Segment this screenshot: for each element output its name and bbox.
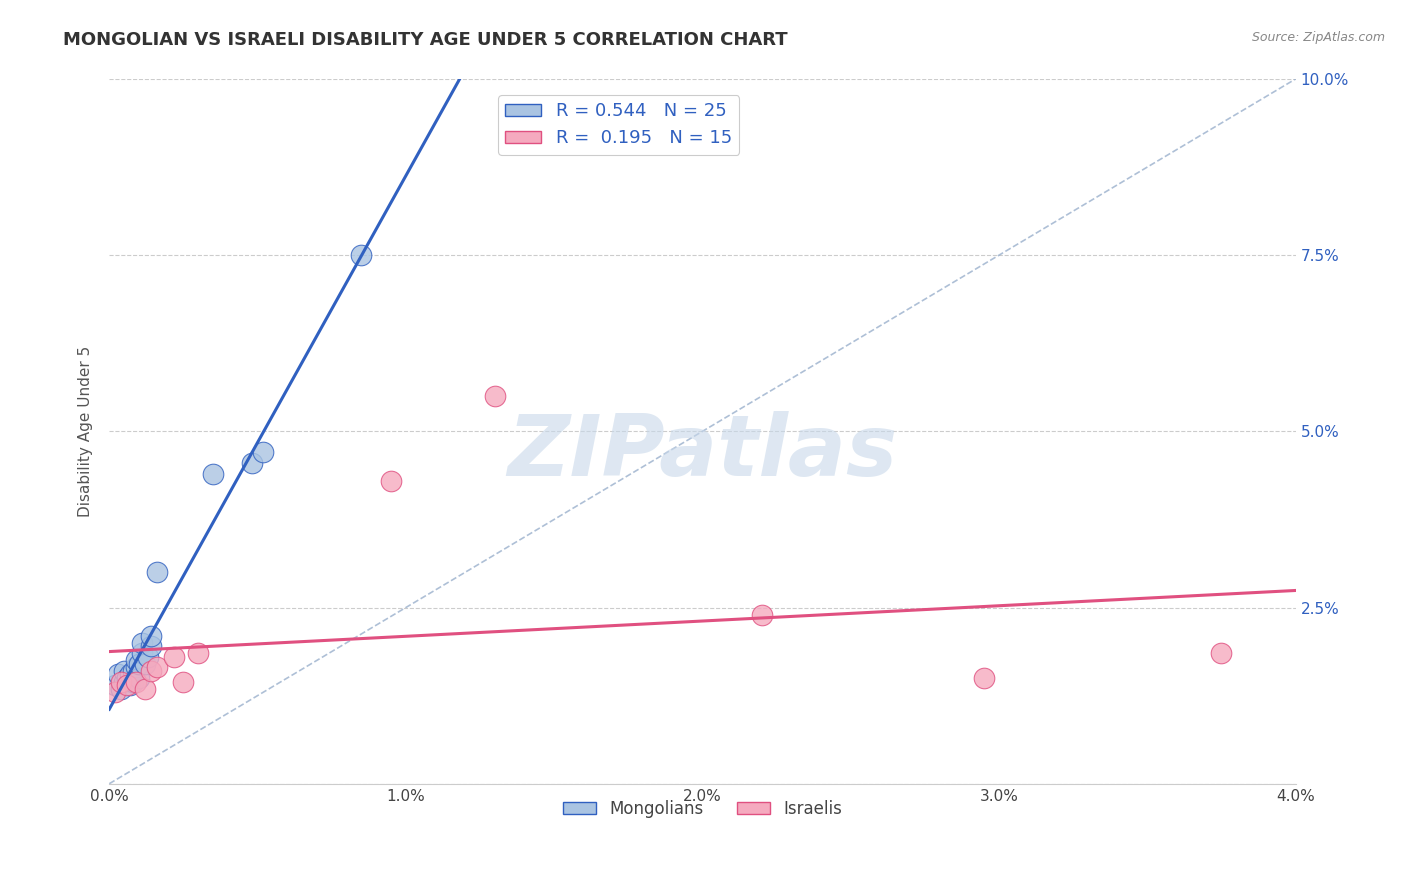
Text: ZIPatlas: ZIPatlas <box>508 411 897 494</box>
Point <box>115 671 138 685</box>
Point <box>145 660 167 674</box>
Text: Source: ZipAtlas.com: Source: ZipAtlas.com <box>1251 31 1385 45</box>
Point <box>240 456 263 470</box>
Point <box>125 660 148 674</box>
Point <box>134 681 156 696</box>
Point <box>202 467 225 481</box>
Point <box>128 657 150 671</box>
Point <box>125 674 148 689</box>
Point <box>104 678 127 692</box>
Point <box>118 678 141 692</box>
Point <box>118 667 141 681</box>
Point <box>163 649 186 664</box>
Point <box>1211 646 1233 660</box>
Point <box>131 646 153 660</box>
Point <box>136 649 159 664</box>
Point <box>122 674 145 689</box>
Point <box>484 389 506 403</box>
Point <box>751 607 773 622</box>
Point <box>973 671 995 685</box>
Point <box>134 657 156 671</box>
Y-axis label: Disability Age Under 5: Disability Age Under 5 <box>79 346 93 517</box>
Point <box>172 674 194 689</box>
Point <box>145 566 167 580</box>
Text: MONGOLIAN VS ISRAELI DISABILITY AGE UNDER 5 CORRELATION CHART: MONGOLIAN VS ISRAELI DISABILITY AGE UNDE… <box>63 31 787 49</box>
Point <box>380 474 402 488</box>
Point <box>252 445 274 459</box>
Point <box>139 664 162 678</box>
Point <box>112 674 135 689</box>
Point <box>128 671 150 685</box>
Legend: Mongolians, Israelis: Mongolians, Israelis <box>555 793 849 825</box>
Point <box>139 629 162 643</box>
Point <box>350 248 373 262</box>
Point <box>125 653 148 667</box>
Point <box>187 646 209 660</box>
Point <box>112 664 135 678</box>
Point <box>110 674 132 689</box>
Point <box>115 678 138 692</box>
Point <box>110 681 132 696</box>
Point <box>131 636 153 650</box>
Point <box>122 664 145 678</box>
Point <box>104 685 127 699</box>
Point <box>139 640 162 654</box>
Point <box>107 667 129 681</box>
